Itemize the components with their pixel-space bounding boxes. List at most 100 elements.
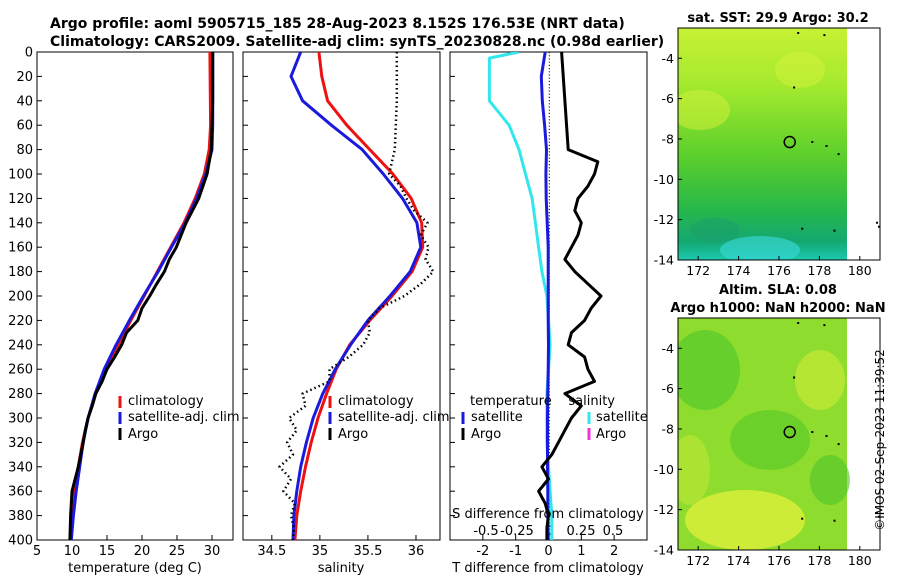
legend-label-s-argo: Argo (596, 427, 626, 442)
map-y-tick-label: -6 (662, 381, 675, 396)
island-speck (878, 515, 880, 518)
y-tick-label: 160 (8, 241, 33, 256)
y-tick-label: 400 (8, 534, 33, 549)
difference-xlabel: T difference from climatology (451, 561, 644, 576)
y-tick-label: 40 (16, 94, 33, 109)
top-x-tick-label: 0.5 (603, 524, 624, 539)
island-speck (876, 511, 878, 514)
island-speck (793, 376, 796, 379)
island-speck (837, 153, 840, 156)
y-tick-label: 200 (8, 290, 33, 305)
island-speck (823, 324, 826, 327)
sla-map-title-line1: Altim. SLA: 0.08 (719, 283, 837, 298)
legend-label-satellite: satellite-adj. clim (338, 410, 450, 425)
series-line-satellite-adj-clim (289, 52, 423, 540)
map-x-tick-label: 180 (848, 263, 872, 278)
temperature-panel (36, 51, 234, 541)
map-y-tick-label: -4 (662, 51, 675, 66)
y-tick-label: 280 (8, 387, 33, 402)
x-tick-label: 36 (408, 544, 425, 559)
island-speck (811, 431, 814, 433)
x-tick-label: 35.5 (353, 544, 382, 559)
salinity-xlabel: salinity (318, 561, 365, 576)
legend-label-argo: Argo (128, 427, 158, 442)
y-tick-label: 20 (16, 70, 33, 85)
x-tick-label: 35 (312, 544, 329, 559)
legend-title-temperature: temperature (470, 394, 552, 409)
temperature-series (68, 52, 215, 540)
series-line-argo (537, 52, 603, 540)
imos-credit: ©IMOS 02-Sep-2023 11:39:52 (873, 349, 887, 531)
map-y-tick-label: -6 (662, 91, 675, 106)
map-y-tick-label: -10 (654, 462, 674, 477)
map-x-tick-label: 174 (727, 553, 751, 568)
y-tick-label: 380 (8, 509, 33, 524)
island-speck (878, 225, 880, 228)
temperature-xlabel: temperature (deg C) (68, 561, 202, 576)
island-speck (797, 322, 800, 324)
map-markers (783, 32, 880, 522)
island-speck (825, 435, 828, 437)
map-y-tick-label: -12 (654, 212, 674, 227)
argo-position-marker (783, 425, 796, 439)
map-y-tick-label: -14 (654, 543, 674, 558)
map-y-tick-label: -8 (662, 421, 675, 436)
sla-map-axes: 172 174 176 178 180 -4 -6 -8 -10 -12 -14 (654, 341, 872, 568)
salinity-legend: climatology satellite-adj. clim Argo (328, 394, 450, 442)
map-x-tick-label: 178 (807, 553, 831, 568)
sst-map-axes: 172 174 176 178 180 -4 -6 -8 -10 -12 -14 (654, 51, 872, 278)
legend-label-s-satellite: satellite (596, 410, 648, 425)
x-tick-label: -2 (476, 544, 489, 559)
x-tick-label: 1 (577, 544, 585, 559)
x-tick-label: 30 (204, 544, 221, 559)
y-tick-label: 0 (25, 46, 33, 61)
series-line-argo (68, 52, 215, 540)
top-x-tick-label: 0.25 (567, 524, 596, 539)
legend-label-t-satellite: satellite (471, 410, 523, 425)
island-speck (793, 86, 796, 89)
island-speck (797, 32, 800, 34)
map-x-tick-label: 172 (686, 263, 710, 278)
island-speck (876, 221, 878, 224)
x-tick-label: 10 (64, 544, 81, 559)
y-tick-label: 300 (8, 412, 33, 427)
map-x-tick-label: 178 (807, 263, 831, 278)
y-tick-label: 220 (8, 314, 33, 329)
legend-label-satellite: satellite-adj. clim (128, 410, 240, 425)
sst-map-title: sat. SST: 29.9 Argo: 30.2 (687, 11, 868, 26)
temperature-axes: 0 20 40 60 80 100 120 140 160 180 200 220 240 260 280 3… (8, 46, 220, 560)
map-x-tick-label: 176 (767, 263, 791, 278)
y-tick-label: 140 (8, 216, 33, 231)
sst-map (678, 28, 880, 260)
map-x-tick-label: 174 (727, 263, 751, 278)
legend-label-t-argo: Argo (471, 427, 501, 442)
sla-map-title-line2: Argo h1000: NaN h2000: NaN (670, 301, 885, 316)
x-tick-label: 15 (99, 544, 116, 559)
island-speck (833, 519, 836, 522)
y-tick-label: 340 (8, 460, 33, 475)
series-line-climatology (293, 52, 425, 540)
legend-label-climatology: climatology (128, 394, 204, 409)
legend-title-salinity: salinity (568, 394, 615, 409)
x-tick-label: 0 (544, 544, 552, 559)
map-x-tick-label: 176 (767, 553, 791, 568)
island-speck (823, 34, 826, 37)
x-tick-label: 20 (134, 544, 151, 559)
top-x-tick-label: -0.5 (473, 524, 498, 539)
argo-position-marker (783, 135, 796, 149)
salinity-series (278, 52, 435, 540)
x-tick-label: 25 (169, 544, 186, 559)
island-speck (837, 443, 840, 446)
x-tick-label: -1 (509, 544, 522, 559)
temperature-legend: climatology satellite-adj. clim Argo (118, 394, 240, 442)
salinity-axes: 34.5 35 35.5 36 (243, 51, 425, 559)
y-tick-label: 240 (8, 338, 33, 353)
figure-title-line1: Argo profile: aoml 5905715_185 28-Aug-20… (50, 16, 625, 32)
figure-title-line2: Climatology: CARS2009. Satellite-adj cli… (50, 34, 664, 50)
x-tick-label: 2 (610, 544, 618, 559)
y-tick-label: 80 (16, 143, 33, 158)
difference-series (487, 52, 603, 540)
map-y-tick-label: -8 (662, 131, 675, 146)
map-y-tick-label: -12 (654, 502, 674, 517)
